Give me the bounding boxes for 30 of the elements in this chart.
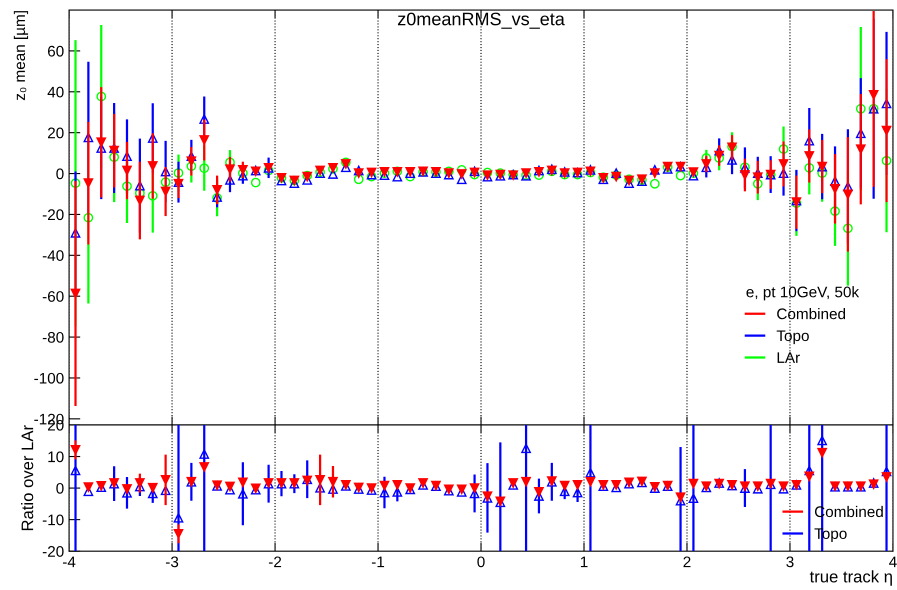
x-tick-label: -2 (268, 556, 282, 568)
x-tick-label: -1 (372, 556, 384, 568)
x-tick-label: 2 (684, 556, 690, 568)
y-tick-label: 10 (48, 451, 64, 462)
y-tick-label: -60 (42, 291, 64, 302)
y-tick-label: 20 (48, 128, 64, 138)
y-axis-title: Ratio over LAr (21, 425, 34, 530)
x-tick-label: 0 (477, 556, 485, 568)
y-tick-label: 0 (56, 168, 64, 180)
y-tick-label: -100 (34, 372, 64, 384)
x-tick-label: 4 (889, 556, 897, 568)
chart-title: z0meanRMS_vs_eta (398, 12, 565, 29)
legend-label: LAr (778, 352, 800, 363)
x-tick-label: 1 (580, 556, 588, 568)
y-tick-label: 0 (56, 482, 64, 494)
y-tick-label: -40 (42, 250, 64, 262)
y-tick-label: -80 (42, 332, 64, 343)
y-tick-label: -20 (42, 209, 64, 220)
x-axis-title: true track η (810, 570, 892, 586)
x-tick-label: 3 (786, 556, 794, 568)
y-axis-title: z₀ mean [µm] (14, 11, 28, 100)
legend-title: e, pt 10GeV, 50k (746, 286, 860, 300)
y-tick-label: -20 (42, 546, 64, 557)
x-tick-label: -4 (62, 556, 76, 568)
legend-label: Topo (776, 330, 809, 344)
y-tick-label: 40 (48, 86, 64, 98)
legend-label: Combined (777, 308, 846, 320)
y-tick-label: -10 (42, 514, 64, 526)
y-tick-label: 60 (48, 46, 64, 57)
x-tick-label: -3 (166, 556, 178, 568)
